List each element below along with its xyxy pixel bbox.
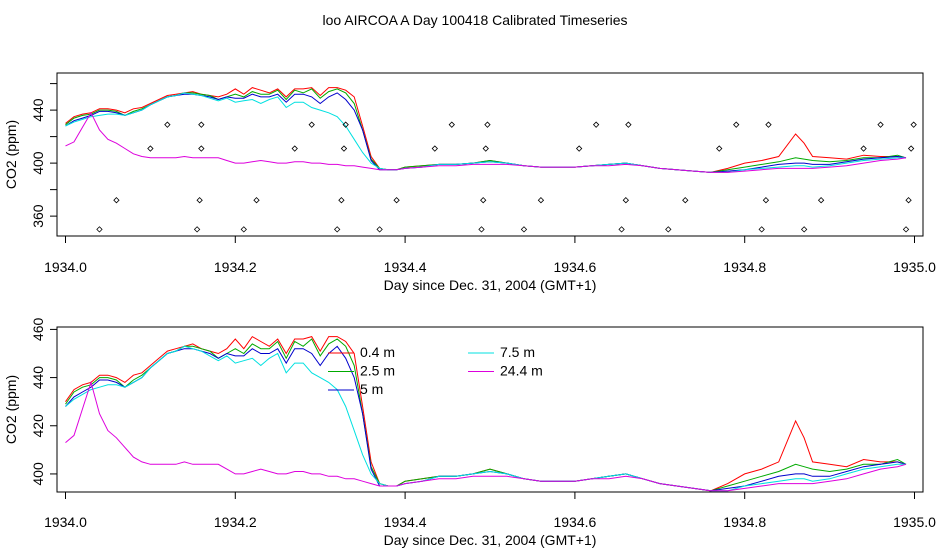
diamond-marker [240, 226, 247, 233]
x-tick-label: 1934.2 [214, 259, 257, 275]
series-line-m [65, 111, 907, 173]
legend-label: 24.4 m [500, 363, 543, 379]
x-axis-label: Day since Dec. 31, 2004 (GMT+1) [384, 532, 597, 548]
x-axis-label: Day since Dec. 31, 2004 (GMT+1) [384, 277, 597, 293]
series-line-m [65, 380, 907, 492]
diamond-marker [817, 197, 825, 204]
y-tick-label: 420 [30, 414, 46, 438]
plot-frame [56, 72, 924, 237]
diamond-marker [196, 197, 203, 204]
x-tick-label: 1935.0 [893, 259, 936, 275]
y-axis-label: CO2 (ppm) [3, 120, 19, 189]
legend-label: 2.5 m [360, 363, 395, 379]
diamond-marker [537, 197, 545, 204]
diamond-marker [338, 197, 345, 204]
x-tick-label: 1934.4 [384, 514, 427, 530]
series-line-r [65, 87, 907, 173]
diamond-marker [860, 145, 867, 152]
diamond-marker [198, 121, 205, 128]
diamond-marker [575, 145, 583, 152]
diamond-marker [910, 121, 917, 128]
diamond-marker [484, 121, 491, 128]
diamond-marker [478, 226, 485, 233]
y-tick-label: 400 [30, 151, 46, 175]
plot-frame [56, 326, 924, 493]
y-tick-label: 440 [30, 98, 46, 122]
diamond-marker [716, 145, 723, 152]
diamond-marker [877, 121, 884, 128]
top-plot-panel: 1934.0 1934.2 1934.4 1934.6 1934.8 1935.0 360 4… [3, 72, 936, 293]
diamond-marker [340, 145, 348, 152]
x-tick-label: 1934.6 [553, 259, 596, 275]
legend-label: 5 m [360, 381, 383, 397]
legend-label: 0.4 m [360, 344, 395, 360]
diamond-marker [308, 121, 315, 128]
diamond-marker [907, 145, 915, 152]
diamond-marker [334, 226, 341, 233]
x-tick-label: 1935.0 [893, 514, 936, 530]
series-line-r [65, 335, 907, 492]
diamond-marker [147, 145, 154, 152]
diamond-marker [480, 197, 487, 204]
bottom-plot-panel: 1934.0 1934.2 1934.4 1934.6 1934.8 1935.0 400 4… [3, 318, 936, 548]
diamond-marker [193, 226, 201, 233]
diamond-marker [622, 197, 630, 204]
diamond-marker [800, 226, 808, 233]
diamond-marker [198, 145, 205, 152]
y-tick-label: 460 [30, 318, 46, 342]
diamond-marker [431, 145, 438, 152]
diamond-marker [291, 145, 298, 152]
diamond-marker [393, 197, 400, 204]
diamond-marker [682, 197, 689, 204]
x-tick-label: 1934.2 [214, 514, 257, 530]
diamond-marker [376, 226, 383, 233]
diamond-marker [113, 197, 120, 204]
diamond-marker [733, 121, 740, 128]
diamond-marker [253, 197, 260, 204]
figure-title: loo AIRCOA A Day 100418 Calibrated Times… [322, 12, 627, 28]
x-tick-label: 1934.6 [553, 514, 596, 530]
x-tick-label: 1934.8 [723, 514, 766, 530]
diamond-marker [902, 226, 910, 233]
diamond-marker [618, 226, 625, 233]
diamond-marker [762, 197, 770, 204]
diamond-marker [905, 197, 912, 204]
x-tick-label: 1934.0 [44, 514, 87, 530]
diamond-marker [482, 145, 489, 152]
y-tick-label: 440 [30, 366, 46, 390]
diamond-marker [520, 226, 528, 233]
diamond-marker [592, 121, 600, 128]
diamond-marker [665, 226, 672, 233]
x-tick-label: 1934.4 [384, 259, 427, 275]
diamond-marker [448, 121, 455, 128]
series-group [65, 335, 907, 492]
legend-label: 7.5 m [500, 344, 535, 360]
diamond-marker [625, 121, 632, 128]
x-tick-label: 1934.8 [723, 259, 766, 275]
x-tick-label: 1934.0 [44, 259, 87, 275]
y-axis-label: CO2 (ppm) [3, 375, 19, 444]
y-tick-label: 360 [30, 204, 46, 228]
series-group [65, 87, 907, 173]
diamond-marker [164, 121, 171, 128]
diamond-marker [765, 121, 772, 128]
diamond-marker [96, 226, 103, 233]
diamond-marker [758, 226, 765, 233]
y-tick-label: 400 [30, 462, 46, 486]
diamond-marker [342, 121, 349, 128]
